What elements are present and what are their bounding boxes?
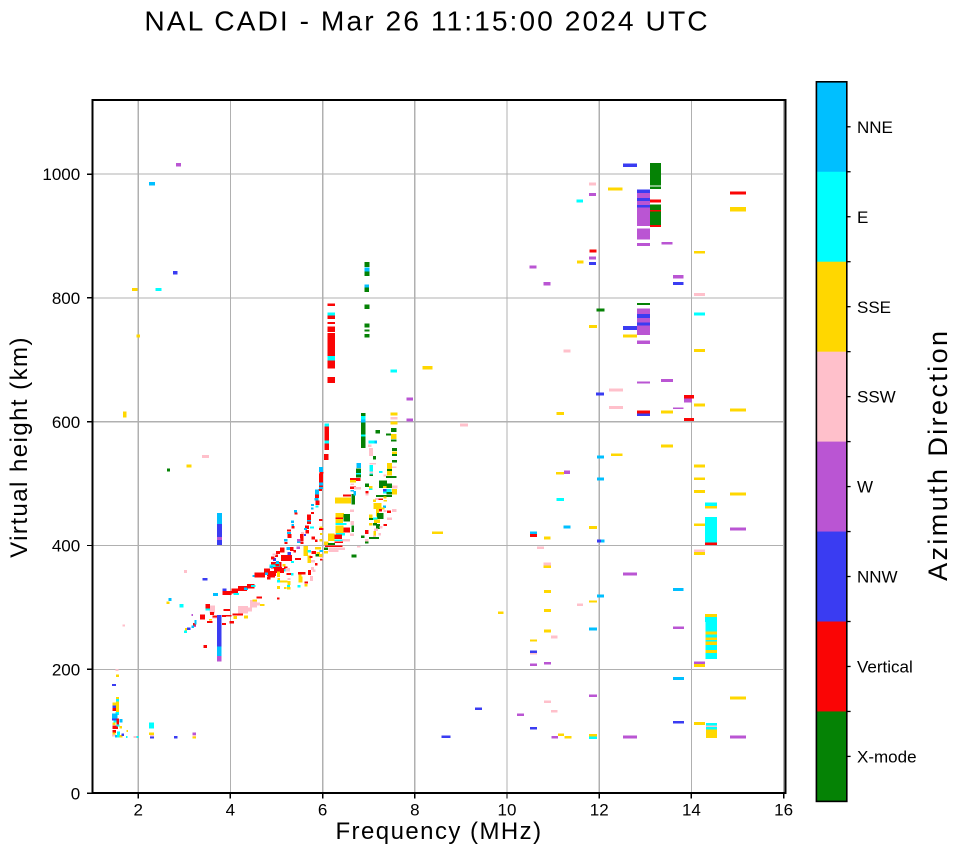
svg-text:Vertical: Vertical	[857, 658, 913, 677]
svg-text:6: 6	[318, 800, 327, 819]
svg-text:14: 14	[682, 800, 701, 819]
svg-text:E: E	[857, 208, 868, 227]
svg-text:12: 12	[590, 800, 609, 819]
svg-text:0: 0	[71, 784, 80, 803]
svg-text:NNE: NNE	[857, 118, 893, 137]
svg-text:NAL CADI - Mar 26 11:15:00 202: NAL CADI - Mar 26 11:15:00 2024 UTC	[144, 5, 709, 37]
svg-text:2: 2	[133, 800, 142, 819]
svg-text:X-mode: X-mode	[857, 748, 917, 767]
svg-text:SSE: SSE	[857, 298, 891, 317]
svg-text:SSW: SSW	[857, 388, 896, 407]
svg-text:Frequency (MHz): Frequency (MHz)	[335, 818, 542, 845]
svg-text:800: 800	[52, 289, 80, 308]
svg-text:Azimuth Direction: Azimuth Direction	[923, 329, 953, 581]
svg-text:8: 8	[410, 800, 419, 819]
svg-text:600: 600	[52, 413, 80, 432]
svg-text:200: 200	[52, 661, 80, 680]
svg-text:4: 4	[226, 800, 235, 819]
svg-text:Virtual height (km): Virtual height (km)	[6, 336, 33, 558]
svg-text:400: 400	[52, 537, 80, 556]
svg-text:16: 16	[774, 800, 793, 819]
svg-text:W: W	[857, 478, 873, 497]
svg-text:10: 10	[498, 800, 517, 819]
svg-text:NNW: NNW	[857, 568, 898, 587]
svg-text:1000: 1000	[42, 165, 80, 184]
